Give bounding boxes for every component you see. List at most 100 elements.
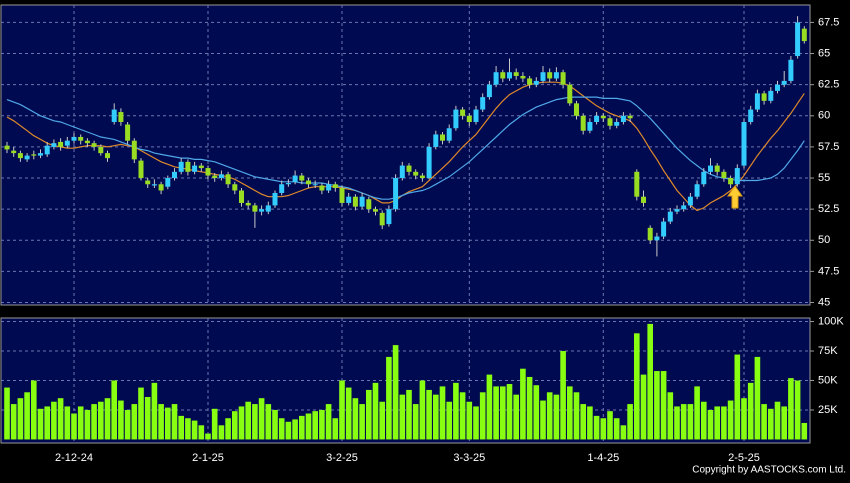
candle-body — [178, 161, 184, 172]
candle-body — [31, 154, 37, 156]
volume-bar — [77, 406, 84, 440]
candle-body — [393, 178, 399, 210]
volume-bar — [252, 404, 258, 440]
candle-body — [111, 109, 117, 123]
candle-body — [118, 112, 124, 123]
x-tick-label: 2-1-25 — [192, 452, 224, 464]
volume-bar — [479, 392, 486, 440]
volume-bar — [520, 368, 526, 440]
volume-bar — [560, 351, 566, 440]
volume-bar — [399, 394, 406, 440]
candle-body — [399, 165, 405, 179]
y-tick-label: 60 — [818, 110, 830, 122]
volume-bar — [372, 382, 379, 440]
candle-body — [218, 174, 224, 179]
volume-bar — [185, 418, 191, 440]
volume-bar — [305, 413, 312, 440]
volume-bar — [292, 419, 298, 440]
candle-body — [473, 109, 479, 123]
volume-bar — [768, 408, 774, 440]
candle-body — [507, 72, 512, 79]
volume-bar — [71, 413, 77, 440]
candle-body — [453, 109, 459, 129]
candle-body — [426, 146, 432, 179]
volume-bar — [4, 387, 10, 440]
candle-body — [714, 165, 720, 172]
candle-body — [574, 103, 579, 116]
volume-bar — [325, 404, 332, 440]
price-layer: 45 47.5 50 52.5 55 57.5 60 62.5 65 67.5 2-12-24 2-1… — [1, 5, 839, 464]
candle-body — [419, 175, 425, 179]
candle-body — [198, 165, 204, 169]
volume-bar — [526, 376, 533, 440]
volume-bar — [37, 408, 44, 440]
candle-body — [24, 155, 30, 160]
volume-bar — [727, 400, 734, 440]
x-tick-label: 1-4-25 — [587, 452, 619, 464]
candle-body — [239, 190, 244, 203]
volume-bar — [158, 404, 164, 440]
copyright: Copyright by AASTOCKS.com Ltd. — [692, 465, 846, 476]
volume-bar — [660, 371, 667, 440]
volume-bar — [84, 409, 91, 440]
candle-body — [480, 97, 486, 110]
volume-bar — [272, 409, 278, 440]
candle-body — [701, 171, 707, 185]
candle-body — [634, 171, 640, 197]
candle-body — [306, 180, 311, 185]
volume-bar — [17, 398, 24, 440]
candle-body — [687, 196, 693, 206]
candle-body — [768, 90, 774, 101]
volume-bar — [265, 404, 272, 440]
y-tick-label: 57.5 — [818, 141, 839, 153]
volume-bar — [258, 398, 265, 440]
volume-bar — [299, 415, 305, 440]
volume-bar — [754, 356, 761, 440]
volume-bar — [459, 392, 466, 440]
candle-body — [38, 153, 43, 156]
candle-body — [741, 122, 747, 166]
candle-body — [192, 165, 198, 172]
candle-body — [185, 161, 191, 172]
volume-bar — [366, 389, 372, 440]
volume-bar — [774, 401, 781, 440]
candle-body — [84, 140, 90, 144]
candle-body — [105, 153, 110, 159]
volume-layer: 25K 50K 75K 100K — [1, 315, 844, 440]
volume-bar — [613, 418, 620, 440]
y-tick-label: 55 — [818, 172, 830, 184]
volume-bar — [278, 418, 285, 440]
volume-bar — [587, 406, 593, 440]
volume-bar — [433, 394, 439, 440]
signal-arrow — [727, 185, 743, 209]
candle-body — [560, 72, 566, 85]
candle-body — [466, 115, 472, 123]
volume-bar — [191, 420, 198, 440]
candle-body — [681, 205, 687, 210]
candle-body — [587, 122, 593, 131]
volume-bar — [654, 371, 660, 440]
volume-bar — [593, 415, 600, 440]
volume-bar — [10, 404, 17, 440]
volume-bar — [91, 404, 97, 440]
volume-bar — [345, 387, 352, 440]
volume-bar — [620, 425, 627, 440]
volume-bar — [178, 415, 184, 440]
x-tick-label: 3-3-25 — [453, 452, 485, 464]
candle-body — [64, 140, 70, 146]
candle-body — [801, 28, 807, 42]
volume-bar — [285, 421, 292, 440]
candle-body — [138, 160, 144, 179]
candle-body — [540, 72, 546, 81]
volume-bar — [51, 401, 57, 440]
volume-bar — [98, 401, 104, 440]
candle-body — [406, 165, 412, 172]
candle-body — [620, 115, 626, 123]
volume-bar — [352, 398, 359, 440]
volume-bar — [144, 397, 151, 440]
candle-body — [252, 205, 258, 212]
volume-bar — [245, 401, 251, 440]
candle-body — [654, 236, 660, 241]
volume-bar — [138, 387, 144, 440]
volume-bar — [392, 345, 399, 440]
